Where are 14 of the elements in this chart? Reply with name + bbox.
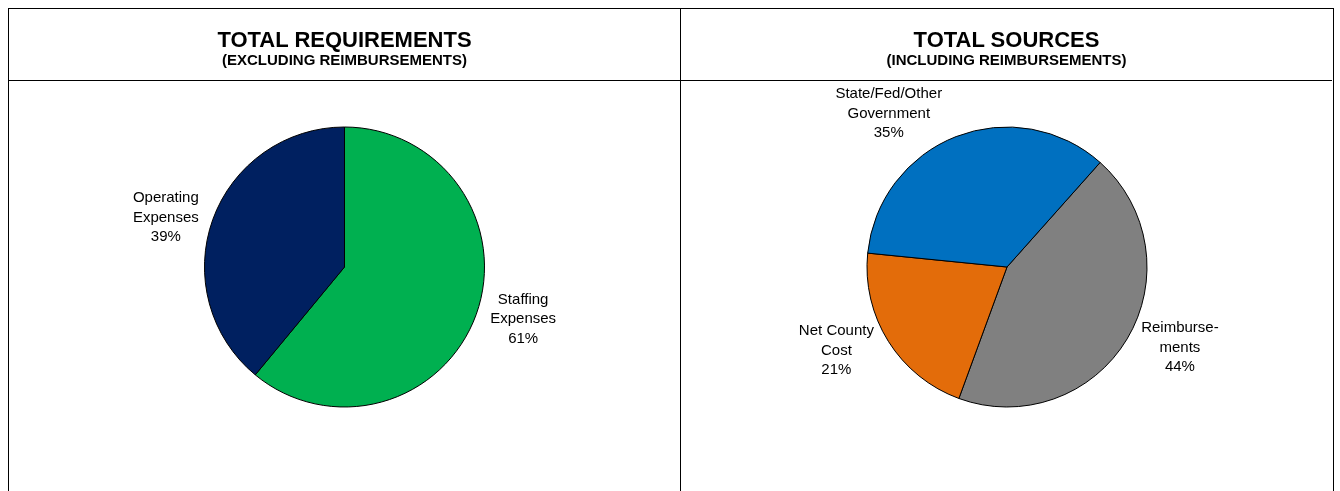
data-label: 44% (1164, 357, 1195, 375)
slice-label: Reimburse- ments (1141, 318, 1219, 355)
chart-title: TOTAL REQUIREMENTS (216, 27, 473, 52)
chart-subtitle: (INCLUDING REIMBURSEMENTS) (885, 51, 1128, 68)
data-label: 21% (821, 360, 852, 378)
data-label: 39% (150, 227, 181, 245)
slice-label: Net County Cost (798, 321, 875, 358)
data-label: 61% (508, 328, 539, 346)
data-label: 35% (873, 123, 904, 141)
chart-subtitle: (EXCLUDING REIMBURSEMENTS) (221, 51, 467, 68)
slice-label: Operating Expenses (132, 188, 199, 225)
slice-label: Staffing Expenses (490, 289, 557, 327)
chart-title: TOTAL SOURCES (912, 27, 1101, 52)
slice-label: State/Fed/Other Government (835, 84, 943, 121)
